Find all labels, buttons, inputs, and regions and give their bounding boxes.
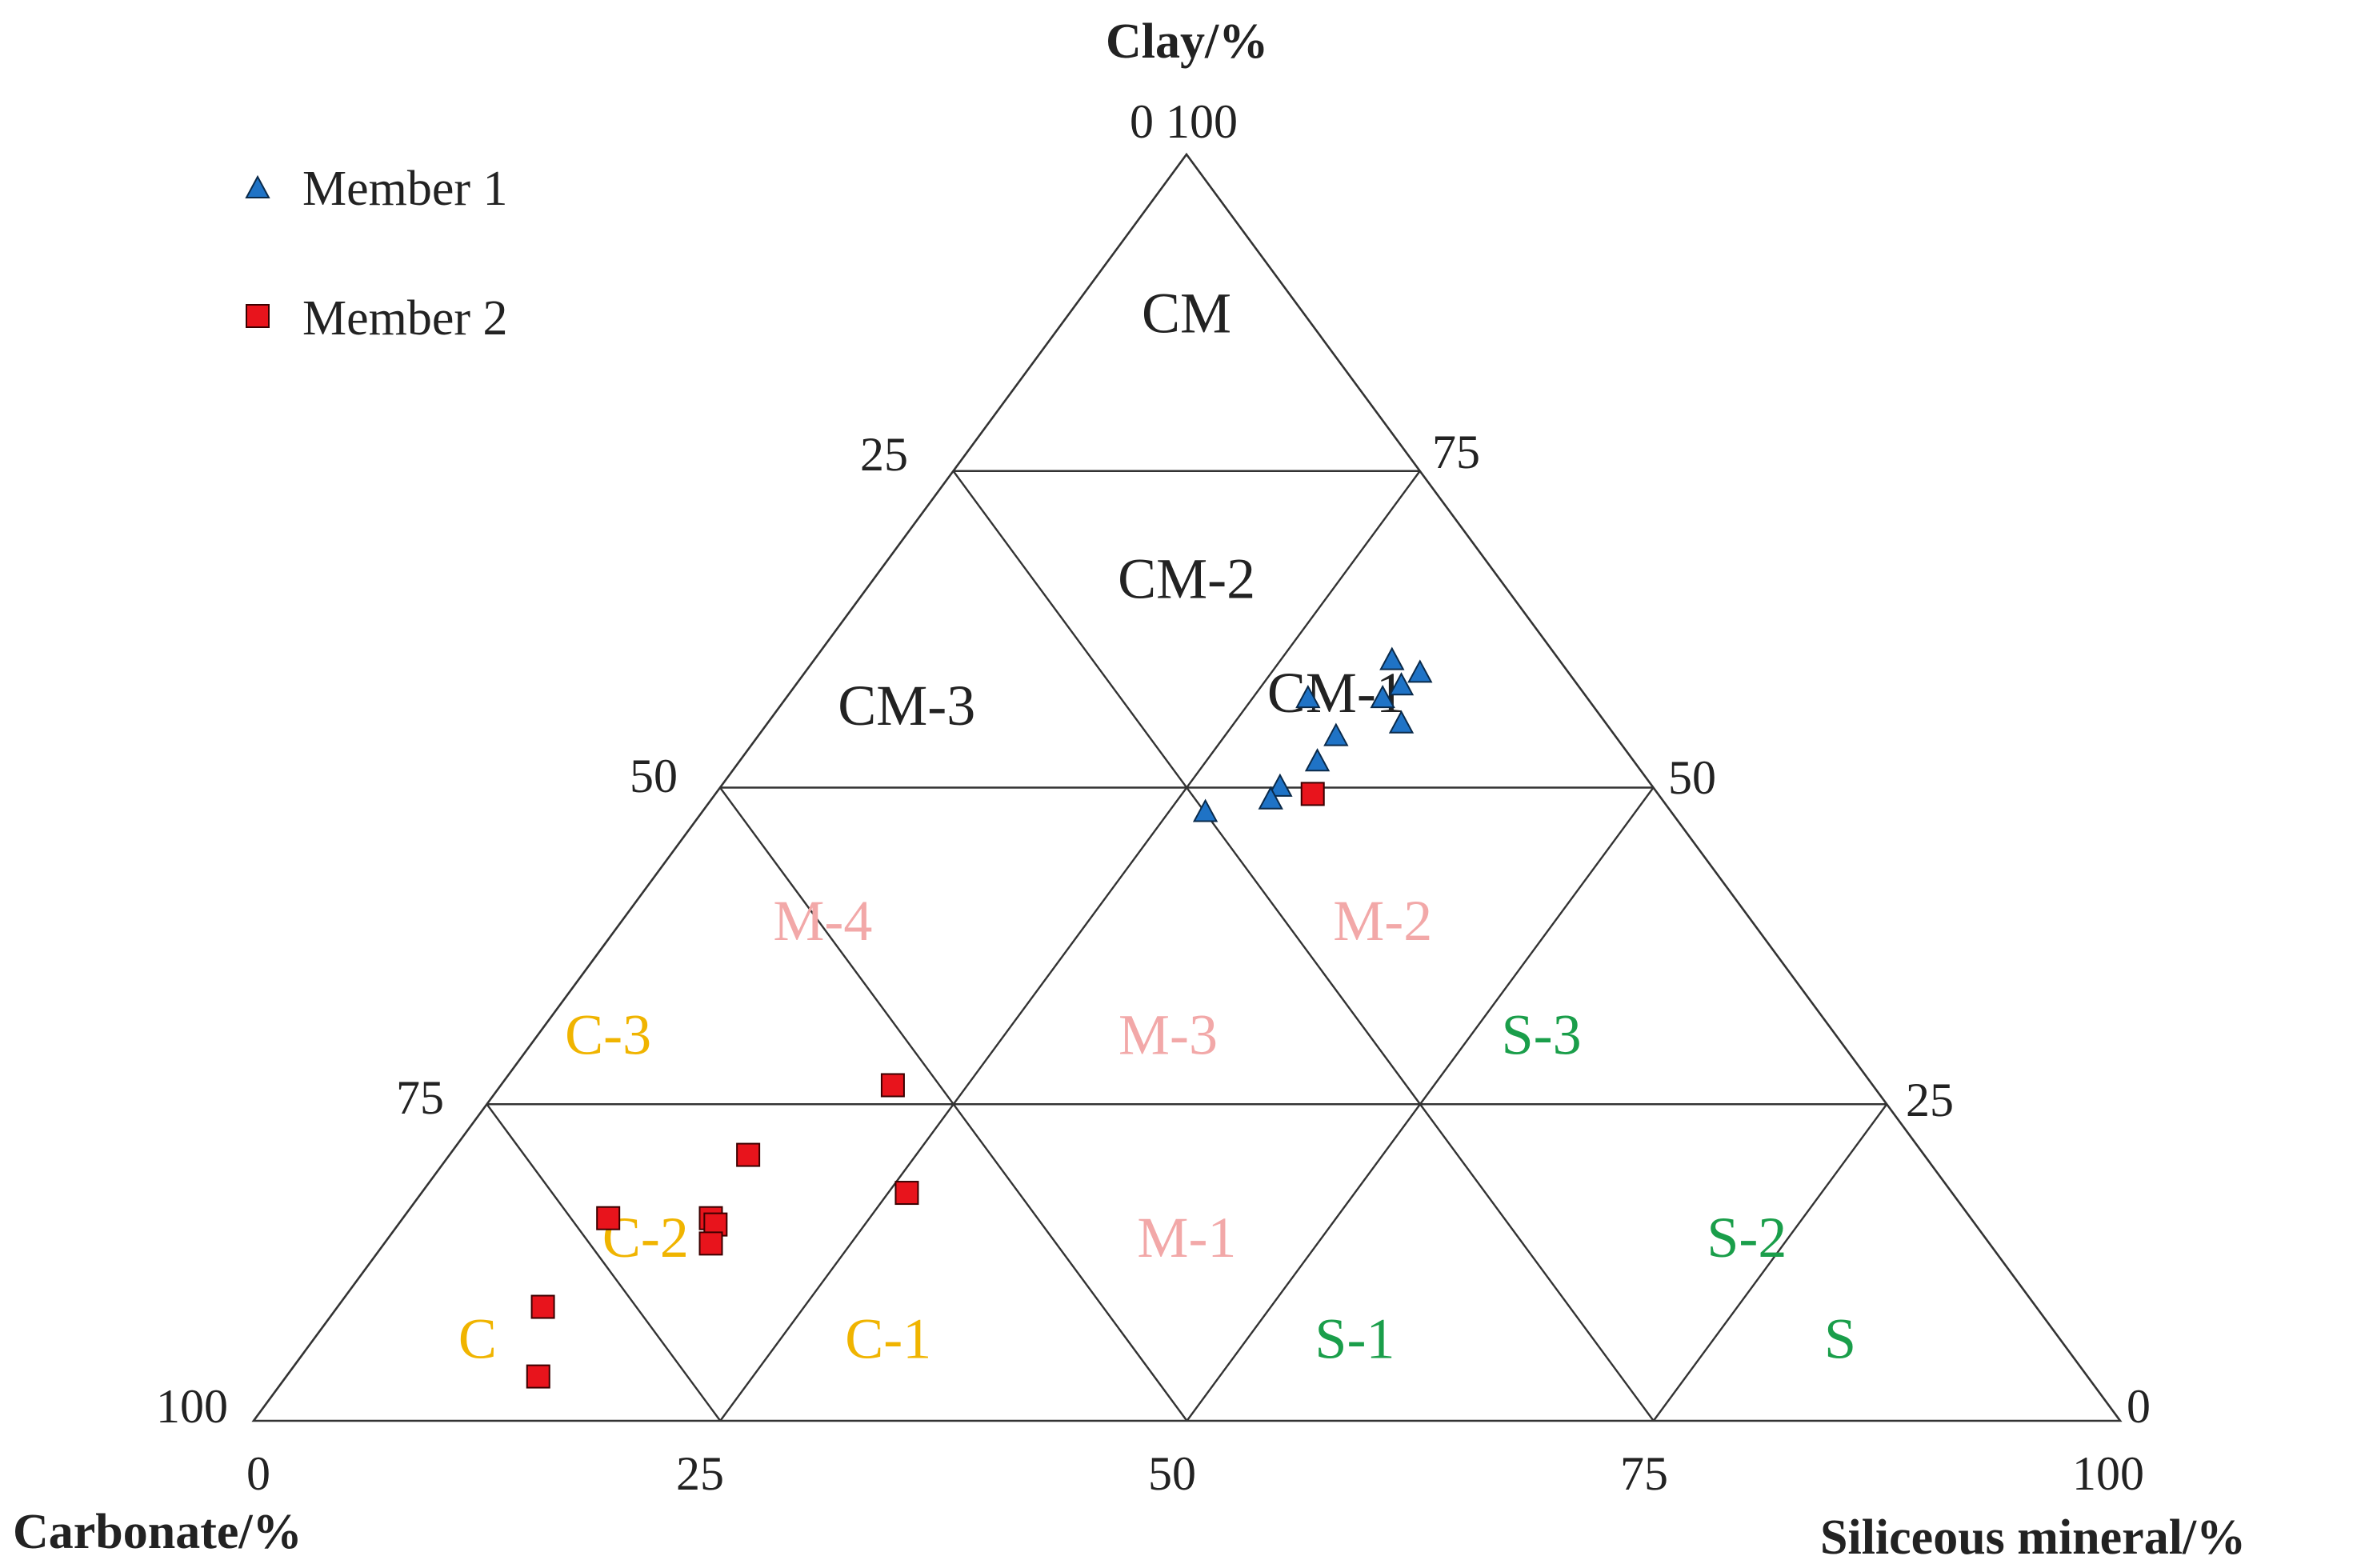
right-edge-tick-75: 75	[1432, 426, 1480, 478]
right-edge-tick-25: 25	[1906, 1074, 1954, 1126]
bottom-edge-tick-0: 0	[246, 1447, 270, 1500]
region-label-s-3: S-3	[1502, 1003, 1582, 1067]
member-2-point	[530, 1294, 555, 1319]
member-2-point	[736, 1142, 761, 1167]
carbonate-axis-title: Carbonate/%	[13, 1505, 302, 1559]
member-1-point	[1304, 748, 1331, 772]
member-2-point	[880, 1073, 905, 1098]
clay-axis-title: Clay/%	[1106, 14, 1268, 69]
siliceous-75-gridline	[1652, 1103, 1888, 1422]
legend-member-2-label: Member 2	[302, 291, 508, 346]
region-label-m-3: M-3	[1118, 1003, 1218, 1067]
siliceous-50-gridline	[1186, 786, 1655, 1422]
ternary-grid	[251, 152, 2123, 1422]
left-edge-tick-25: 25	[860, 428, 908, 481]
carbonate-25-gridline	[952, 470, 1655, 1422]
region-label-cm: CM	[1142, 281, 1231, 345]
legend-member-1-label: Member 1	[302, 162, 508, 216]
member-1-point	[1370, 684, 1395, 709]
region-label-c: C	[458, 1307, 497, 1371]
bottom-edge-tick-25: 25	[676, 1447, 724, 1500]
region-label-s-2: S-2	[1707, 1206, 1787, 1270]
legend-member-1-marker	[245, 174, 270, 198]
member-2-point	[1300, 782, 1325, 806]
right-edge-tick-0: 0	[2127, 1380, 2151, 1433]
region-label-cm-3: CM-3	[838, 674, 975, 738]
bottom-edge-tick-75: 75	[1620, 1447, 1668, 1500]
region-label-c-1: C-1	[845, 1307, 931, 1371]
member-1-point	[1388, 710, 1415, 734]
member-2-point	[596, 1206, 621, 1230]
region-label-s: S	[1824, 1307, 1856, 1371]
siliceous-mineral-axis-title: Siliceous mineral/%	[1820, 1510, 2246, 1565]
region-label-s-1: S-1	[1315, 1307, 1395, 1371]
region-label-c-3: C-3	[565, 1003, 651, 1067]
legend-member-2-marker	[246, 304, 270, 328]
bottom-edge-tick-100: 100	[2072, 1447, 2144, 1500]
carbonate-75-gridline	[486, 1103, 722, 1422]
member-1-point	[1295, 684, 1321, 709]
left-edge-tick-50: 50	[630, 750, 678, 802]
member-2-point	[698, 1231, 723, 1256]
siliceous-25-gridline	[719, 470, 1421, 1422]
member-1-point	[1258, 786, 1283, 810]
bottom-edge-tick-50: 50	[1148, 1447, 1196, 1500]
member-1-point	[1323, 722, 1349, 746]
legend: Member 1 Member 2	[245, 162, 508, 346]
member-1-point	[1267, 773, 1293, 797]
right-edge-tick-50: 50	[1668, 751, 1716, 804]
member-1-point	[1192, 798, 1219, 822]
member-1-point	[1407, 659, 1433, 683]
member-1-point	[1388, 672, 1415, 696]
data-points	[526, 646, 1433, 1389]
region-label-m-2: M-2	[1333, 889, 1432, 953]
left-edge-tick-75: 75	[396, 1071, 444, 1124]
member-2-point	[526, 1364, 550, 1389]
left-edge-tick-100: 100	[156, 1380, 228, 1433]
region-label-m-1: M-1	[1137, 1206, 1236, 1270]
region-label-cm-2: CM-2	[1118, 547, 1255, 611]
member-2-point	[894, 1181, 919, 1206]
region-label-m-4: M-4	[773, 889, 872, 953]
top-vertex-tick-label: 0 100	[1130, 95, 1238, 148]
member-1-point	[1379, 646, 1405, 670]
